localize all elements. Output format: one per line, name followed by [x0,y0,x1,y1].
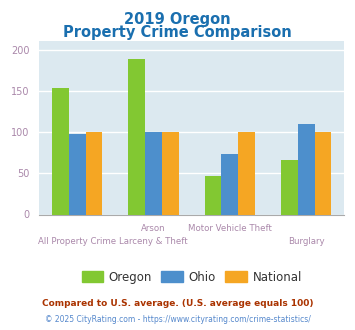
Text: All Property Crime: All Property Crime [38,237,116,246]
Bar [222,154,238,214]
Text: Burglary: Burglary [288,237,324,246]
Text: Arson: Arson [141,224,166,233]
Bar [162,132,179,214]
Bar [205,176,222,214]
Bar [315,132,331,214]
Text: 2019 Oregon: 2019 Oregon [124,12,231,26]
Bar [52,88,69,214]
Text: Larceny & Theft: Larceny & Theft [119,237,188,246]
Text: Compared to U.S. average. (U.S. average equals 100): Compared to U.S. average. (U.S. average … [42,299,313,308]
Legend: Oregon, Ohio, National: Oregon, Ohio, National [77,266,307,288]
Bar [145,132,162,214]
Bar [129,59,145,215]
Bar [69,134,86,214]
Text: Motor Vehicle Theft: Motor Vehicle Theft [188,224,272,233]
Bar [86,132,102,214]
Text: © 2025 CityRating.com - https://www.cityrating.com/crime-statistics/: © 2025 CityRating.com - https://www.city… [45,315,310,324]
Bar [238,132,255,214]
Bar [298,124,315,214]
Text: Property Crime Comparison: Property Crime Comparison [63,25,292,40]
Bar [281,160,298,214]
